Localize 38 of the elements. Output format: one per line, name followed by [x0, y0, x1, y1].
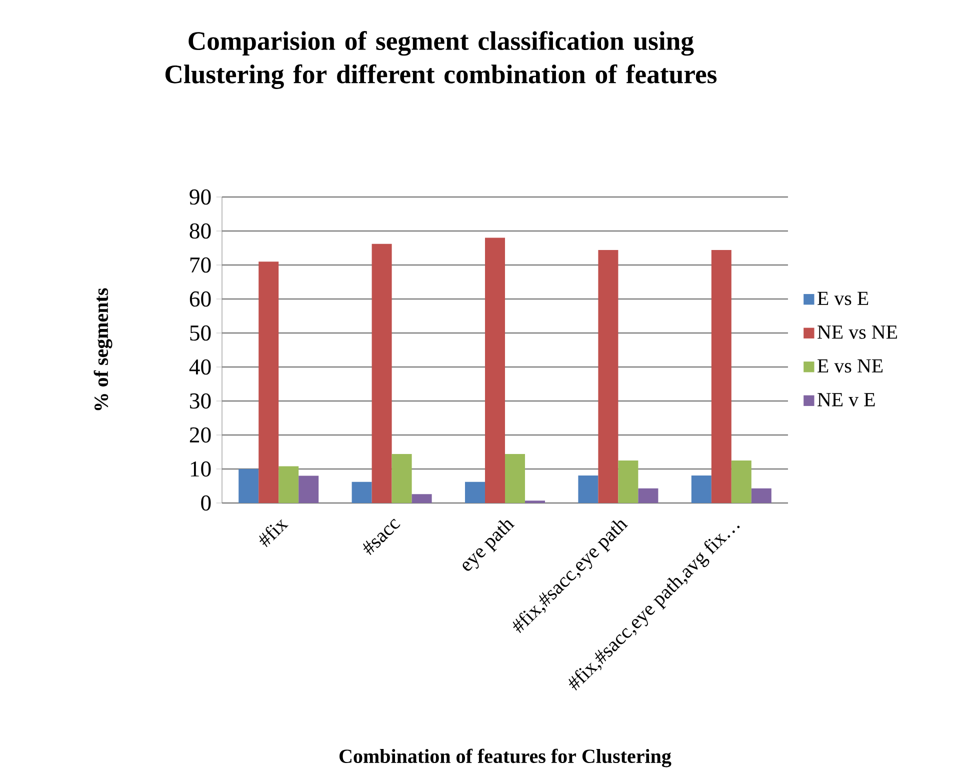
bar	[278, 466, 299, 503]
bar	[751, 488, 772, 503]
y-axis-title: % of segments	[94, 288, 112, 410]
bar	[352, 482, 372, 503]
bar	[505, 454, 525, 503]
bar	[258, 262, 279, 503]
y-tick-label: 20	[190, 427, 211, 443]
bar	[618, 460, 638, 503]
chart-title: Comparision of segment classification using Clustering for different combination of features	[165, 30, 717, 89]
bar	[298, 476, 319, 503]
bar	[578, 475, 598, 503]
bar	[638, 488, 658, 503]
bar	[598, 250, 618, 503]
x-axis-title: Combination of features for Clustering	[340, 748, 672, 768]
bar	[392, 454, 412, 503]
y-tick-label: 30	[190, 393, 211, 409]
bar	[731, 460, 752, 503]
y-tick-label: 70	[190, 257, 211, 273]
x-tick-label: #fix	[259, 519, 288, 548]
bar	[691, 475, 712, 503]
bar	[412, 494, 432, 503]
bar	[465, 482, 485, 503]
y-tick-label: 40	[189, 359, 211, 375]
legend-label: E vs NE	[818, 359, 883, 373]
bar	[711, 250, 732, 503]
y-tick-label: 90	[190, 189, 211, 205]
bar	[238, 468, 259, 503]
y-tick-label: 0	[201, 495, 211, 511]
x-tick-label: eye path	[462, 520, 515, 571]
y-tick-label: 50	[190, 325, 211, 341]
bar	[485, 238, 506, 503]
bar	[372, 244, 392, 503]
legend-label: E vs E	[818, 292, 868, 306]
y-tick-label: 10	[190, 461, 211, 477]
legend-label: NE vs NE	[818, 326, 898, 339]
y-tick-label: 80	[190, 223, 211, 239]
y-tick-label: 60	[190, 291, 211, 307]
legend-label: NE v E	[818, 393, 875, 406]
